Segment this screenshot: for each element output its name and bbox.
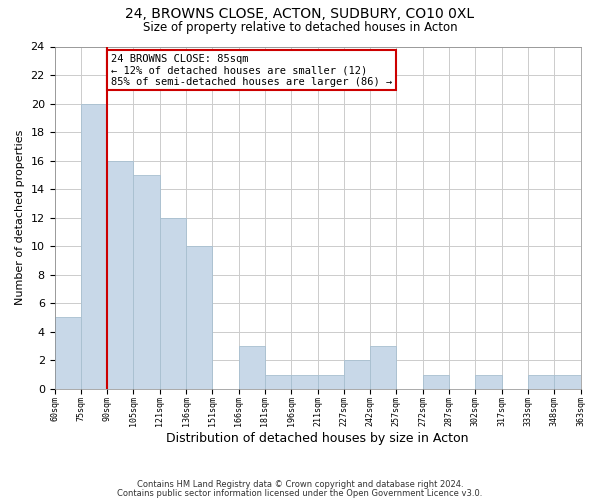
Y-axis label: Number of detached properties: Number of detached properties [15, 130, 25, 306]
Bar [186, 246, 212, 389]
Text: 24, BROWNS CLOSE, ACTON, SUDBURY, CO10 0XL: 24, BROWNS CLOSE, ACTON, SUDBURY, CO10 0… [125, 8, 475, 22]
Bar [265, 374, 291, 389]
Text: 24 BROWNS CLOSE: 85sqm
← 12% of detached houses are smaller (12)
85% of semi-det: 24 BROWNS CLOSE: 85sqm ← 12% of detached… [111, 54, 392, 87]
Text: Contains public sector information licensed under the Open Government Licence v3: Contains public sector information licen… [118, 488, 482, 498]
Bar [239, 346, 265, 389]
X-axis label: Distribution of detached houses by size in Acton: Distribution of detached houses by size … [166, 432, 469, 445]
Text: Size of property relative to detached houses in Acton: Size of property relative to detached ho… [143, 21, 457, 34]
Bar [370, 346, 397, 389]
Bar [291, 374, 317, 389]
Bar [554, 374, 581, 389]
Bar [81, 104, 107, 389]
Text: Contains HM Land Registry data © Crown copyright and database right 2024.: Contains HM Land Registry data © Crown c… [137, 480, 463, 489]
Bar [475, 374, 502, 389]
Bar [317, 374, 344, 389]
Bar [344, 360, 370, 389]
Bar [423, 374, 449, 389]
Bar [528, 374, 554, 389]
Bar [55, 318, 81, 389]
Bar [160, 218, 186, 389]
Bar [107, 160, 133, 389]
Bar [133, 175, 160, 389]
